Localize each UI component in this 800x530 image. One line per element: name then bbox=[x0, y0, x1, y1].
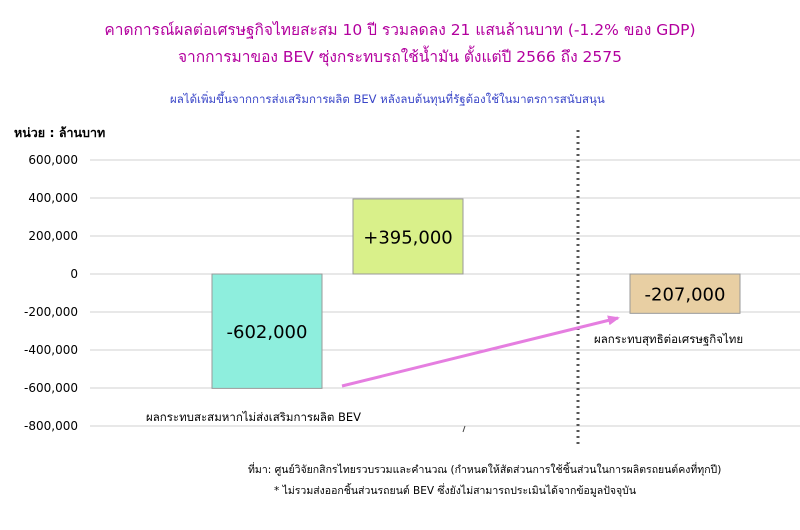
y-tick-label: -800,000 bbox=[24, 419, 78, 433]
bar-value-label: +395,000 bbox=[363, 227, 453, 248]
y-tick-label: 600,000 bbox=[28, 153, 78, 167]
bar-value-label: -602,000 bbox=[227, 322, 308, 343]
y-tick-label: 0 bbox=[70, 267, 78, 281]
category-label: ผลกระทบสุทธิต่อเศรษฐกิจไทย bbox=[594, 332, 743, 346]
bar-net-impact bbox=[629, 273, 741, 314]
y-tick-label: -200,000 bbox=[24, 305, 78, 319]
chart-subtitle: ผลได้เพิ่มขึ้นจากการส่งเสริมการผลิต BEV … bbox=[170, 92, 605, 106]
y-tick-label: 200,000 bbox=[28, 229, 78, 243]
bar-cumulative-impact bbox=[211, 273, 323, 389]
bar-bev-gain bbox=[352, 198, 464, 275]
category-label: ผลกระทบสะสมหากไม่ส่งเสริมการผลิต BEV bbox=[146, 410, 361, 424]
y-tick-label: 400,000 bbox=[28, 191, 78, 205]
bar-value-label: -207,000 bbox=[645, 285, 726, 306]
y-tick-label: -600,000 bbox=[24, 381, 78, 395]
source-note: ที่มา: ศูนย์วิจัยกสิกรไทยรวบรวมและคำนวณ … bbox=[248, 464, 722, 476]
y-tick-label: -400,000 bbox=[24, 343, 78, 357]
chart-title-line2: จากการมาของ BEV ซุ่งกระทบรถใช้น้ำมัน ตั้… bbox=[177, 48, 623, 66]
y-unit-label: หน่วย : ล้านบาท bbox=[14, 125, 106, 140]
chart-title-line1: คาดการณ์ผลต่อเศรษฐกิจไทยสะสม 10 ปี รวมลด… bbox=[104, 21, 696, 39]
small-tick-mark bbox=[462, 425, 466, 433]
footnote: * ไม่รวมส่งออกชิ้นส่วนรถยนต์ BEV ซึ่งยัง… bbox=[274, 485, 637, 497]
result-arrow bbox=[341, 315, 620, 388]
